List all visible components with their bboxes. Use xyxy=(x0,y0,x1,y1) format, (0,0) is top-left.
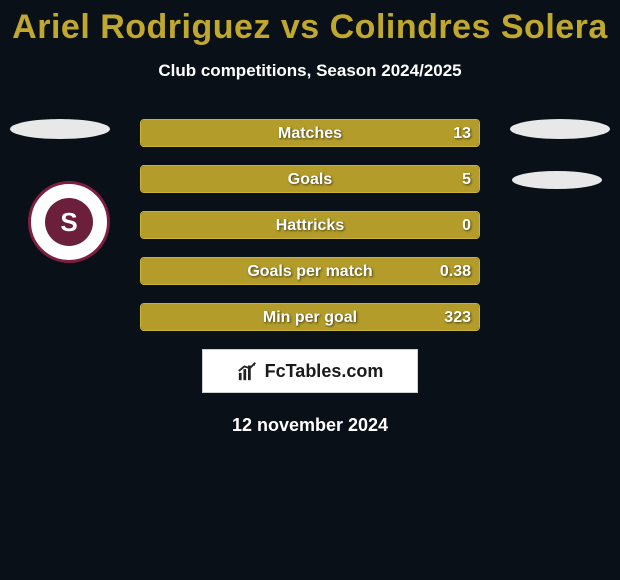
stats-bars: Matches 13 Goals 5 Hattricks 0 Goals per… xyxy=(140,119,480,331)
stat-bar: Hattricks 0 xyxy=(140,211,480,239)
content-area: S Matches 13 Goals 5 Hattricks 0 Goals p… xyxy=(0,119,620,436)
team-badge: S xyxy=(28,181,110,263)
placeholder-ellipse-right-2 xyxy=(512,171,602,189)
placeholder-ellipse-right-1 xyxy=(510,119,610,139)
stat-bar-fill xyxy=(141,120,479,146)
footer-date: 12 november 2024 xyxy=(0,415,620,436)
stat-bar: Goals per match 0.38 xyxy=(140,257,480,285)
brand-text: FcTables.com xyxy=(265,361,384,382)
stat-bar: Matches 13 xyxy=(140,119,480,147)
stat-bar-fill xyxy=(141,258,479,284)
page-title: Ariel Rodriguez vs Colindres Solera xyxy=(0,0,620,47)
stat-bar-fill xyxy=(141,212,479,238)
stat-bar: Min per goal 323 xyxy=(140,303,480,331)
stat-bar: Goals 5 xyxy=(140,165,480,193)
placeholder-ellipse-left xyxy=(10,119,110,139)
stat-bar-fill xyxy=(141,304,479,330)
chart-icon xyxy=(237,360,259,382)
brand-box: FcTables.com xyxy=(202,349,418,393)
stat-bar-fill xyxy=(141,166,479,192)
team-badge-letter: S xyxy=(45,198,93,246)
page-subtitle: Club competitions, Season 2024/2025 xyxy=(0,61,620,81)
